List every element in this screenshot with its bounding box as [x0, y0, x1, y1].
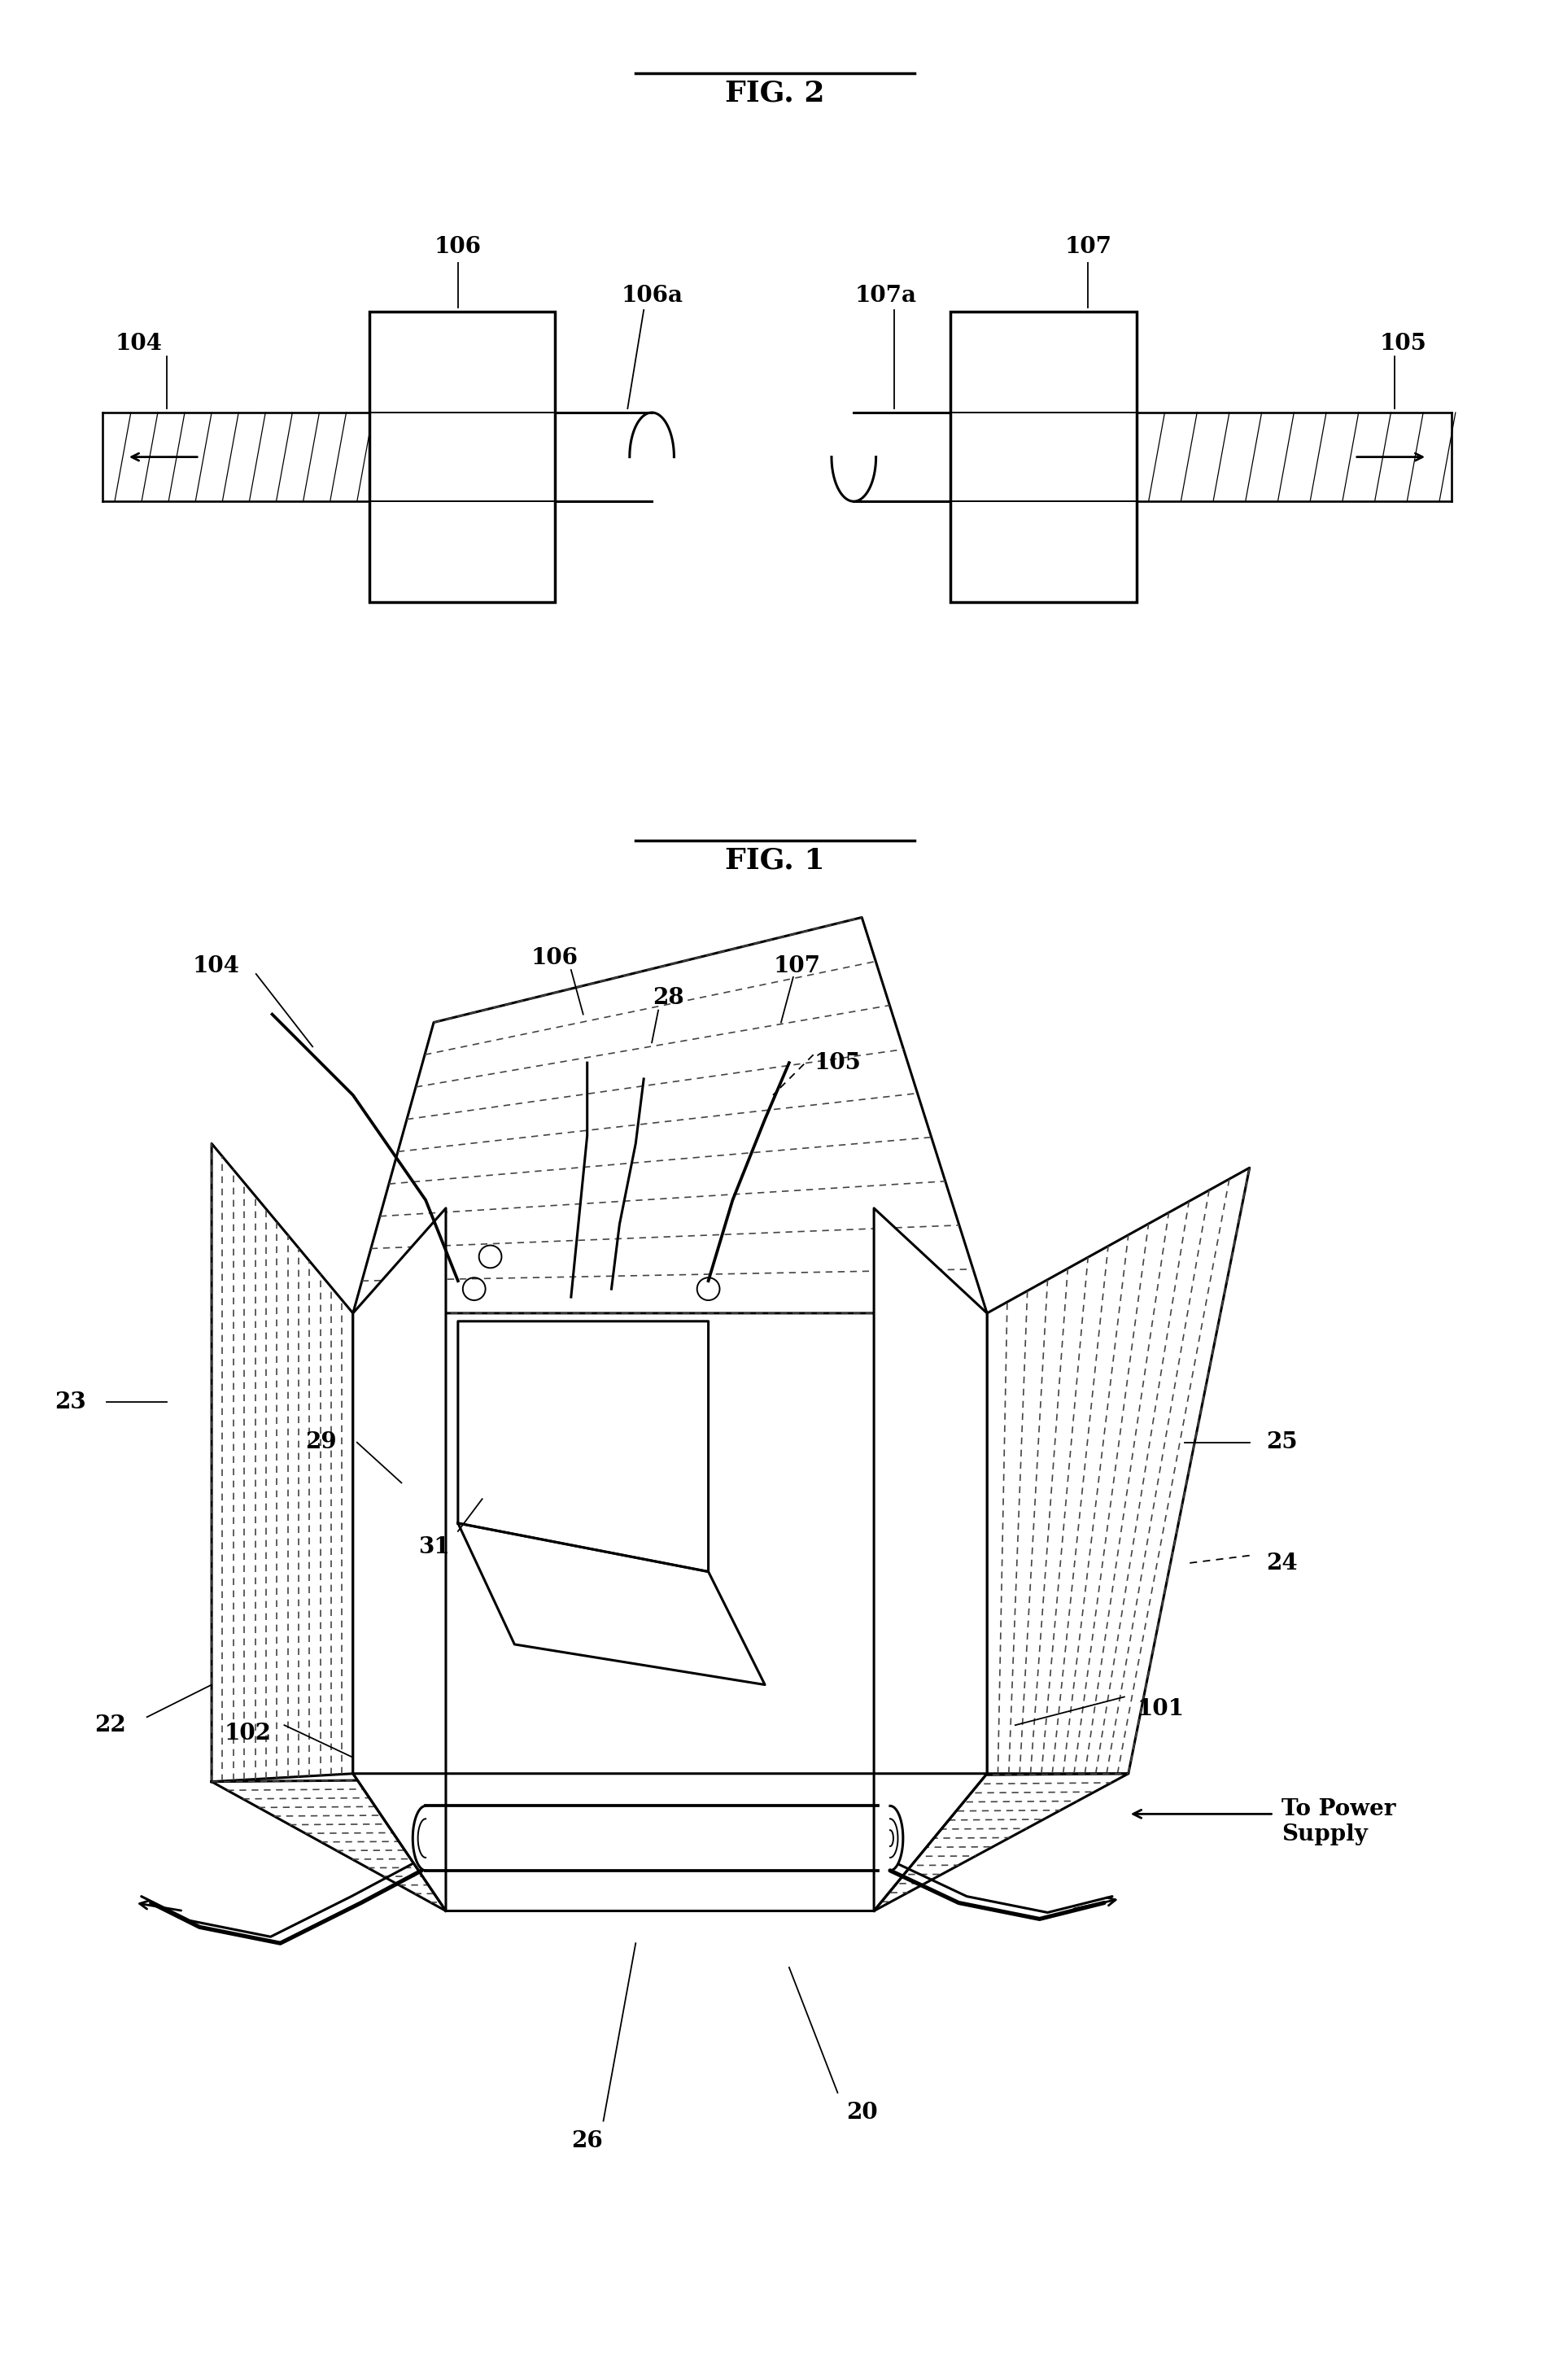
Polygon shape — [987, 1169, 1249, 1773]
Text: 31: 31 — [418, 1537, 449, 1559]
Polygon shape — [212, 1142, 353, 1783]
Text: 106: 106 — [532, 947, 578, 969]
Text: 101: 101 — [1138, 1697, 1184, 1721]
Text: 107: 107 — [773, 954, 822, 976]
Polygon shape — [457, 1523, 764, 1685]
Text: 22: 22 — [95, 1714, 127, 1735]
Polygon shape — [874, 1209, 987, 1911]
Text: FIG. 1: FIG. 1 — [725, 847, 825, 876]
Polygon shape — [353, 916, 987, 1314]
Text: 105: 105 — [814, 1052, 862, 1073]
Text: 107: 107 — [1065, 236, 1111, 257]
Polygon shape — [212, 1773, 1128, 1911]
Text: 29: 29 — [305, 1430, 336, 1454]
Text: 104: 104 — [115, 333, 163, 355]
Polygon shape — [457, 1321, 708, 1571]
Bar — [950, 312, 1136, 602]
Text: 20: 20 — [846, 2102, 877, 2123]
Text: To Power
Supply: To Power Supply — [1282, 1799, 1397, 1847]
Text: 28: 28 — [653, 988, 684, 1009]
Text: 25: 25 — [1266, 1430, 1297, 1454]
Text: 106: 106 — [434, 236, 482, 257]
Text: FIG. 2: FIG. 2 — [725, 79, 825, 107]
Bar — [369, 312, 555, 602]
Polygon shape — [353, 1209, 446, 1911]
Text: 105: 105 — [1380, 333, 1426, 355]
Text: 107a: 107a — [856, 286, 918, 307]
Text: 102: 102 — [225, 1723, 271, 1745]
Text: 104: 104 — [192, 954, 239, 976]
Polygon shape — [353, 1773, 987, 1911]
Text: 26: 26 — [572, 2130, 603, 2152]
Text: 106a: 106a — [622, 286, 682, 307]
Text: 24: 24 — [1266, 1552, 1297, 1576]
Text: 23: 23 — [54, 1390, 85, 1414]
